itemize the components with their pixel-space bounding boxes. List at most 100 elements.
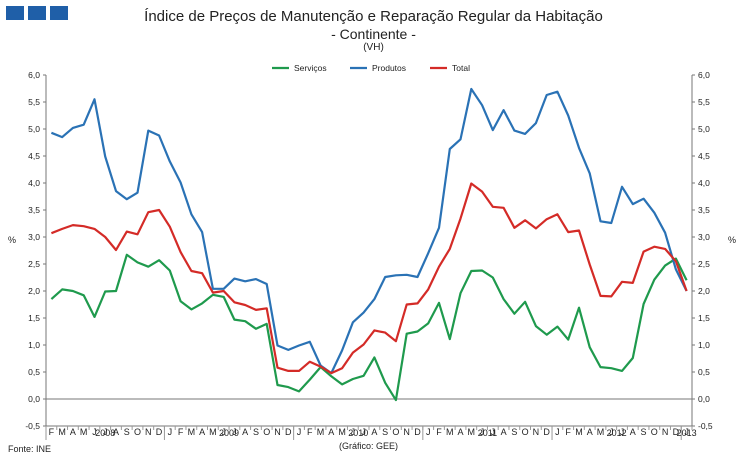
x-month-label: J — [491, 427, 496, 437]
y-tick-label-left: 5,0 — [28, 124, 40, 134]
logo-icon — [6, 6, 68, 20]
y-tick-label-right: 0,0 — [698, 394, 710, 404]
y-tick-label-left: 5,5 — [28, 97, 40, 107]
x-month-label: D — [285, 427, 292, 437]
x-month-label: S — [124, 427, 130, 437]
y-tick-label-left: 4,5 — [28, 151, 40, 161]
x-month-label: D — [156, 427, 163, 437]
x-month-label: F — [436, 427, 442, 437]
x-month-label: N — [662, 427, 669, 437]
y-tick-label-right: 2,5 — [698, 259, 710, 269]
legend-label: Total — [452, 63, 470, 73]
x-month-label: J — [426, 427, 431, 437]
y-tick-label-right: 5,0 — [698, 124, 710, 134]
x-month-label: A — [371, 427, 377, 437]
x-month-label: A — [113, 427, 119, 437]
x-month-label: M — [188, 427, 196, 437]
y-tick-label-right: 3,5 — [698, 205, 710, 215]
x-year-label: 2009 — [219, 428, 239, 438]
x-month-label: N — [533, 427, 540, 437]
x-month-label: M — [597, 427, 605, 437]
x-month-label: S — [641, 427, 647, 437]
x-month-label: J — [620, 427, 625, 437]
x-month-label: D — [543, 427, 550, 437]
x-month-label: F — [178, 427, 184, 437]
legend-label: Serviços — [294, 63, 327, 73]
y-tick-label-left: 2,5 — [28, 259, 40, 269]
x-month-label: J — [609, 427, 614, 437]
y-tick-label-right: 0,5 — [698, 367, 710, 377]
x-month-label: J — [351, 427, 356, 437]
x-month-label: A — [199, 427, 205, 437]
chart-title: Índice de Preços de Manutenção e Reparaç… — [144, 8, 603, 25]
chart-subtitle: - Continente - — [331, 26, 416, 42]
x-month-label: S — [511, 427, 517, 437]
series-line-produtos — [50, 87, 688, 375]
y-tick-label-right: 1,0 — [698, 340, 710, 350]
x-month-label: O — [651, 427, 658, 437]
x-month-label: J — [168, 427, 173, 437]
x-month-label: J — [361, 427, 366, 437]
x-month-label: O — [522, 427, 529, 437]
x-month-label: A — [242, 427, 248, 437]
x-month-label: M — [317, 427, 325, 437]
credit-note: (Gráfico: GEE) — [339, 441, 399, 451]
x-month-label: J — [684, 427, 689, 437]
x-month-label: O — [134, 427, 141, 437]
x-year-label: 2011 — [478, 428, 497, 438]
x-month-label: A — [501, 427, 507, 437]
y-tick-label-left: 1,5 — [28, 313, 40, 323]
x-month-label: F — [49, 427, 55, 437]
y-axis-label-left: % — [8, 235, 16, 245]
x-month-label: D — [673, 427, 680, 437]
x-month-label: M — [575, 427, 583, 437]
y-tick-label-right: 2,0 — [698, 286, 710, 296]
x-month-label: S — [253, 427, 259, 437]
x-month-label: M — [80, 427, 88, 437]
x-month-label: N — [274, 427, 281, 437]
x-month-label: J — [555, 427, 560, 437]
y-tick-label-left: 2,0 — [28, 286, 40, 296]
y-tick-label-left: 3,0 — [28, 232, 40, 242]
x-month-label: J — [103, 427, 108, 437]
x-month-label: J — [480, 427, 485, 437]
x-month-label: J — [297, 427, 302, 437]
series-line-total — [50, 182, 688, 375]
y-tick-label-right: 6,0 — [698, 70, 710, 80]
x-month-label: N — [145, 427, 152, 437]
y-tick-label-left: 0,5 — [28, 367, 40, 377]
series-line-serviços — [50, 253, 688, 402]
x-year-label: 2008 — [95, 428, 115, 438]
x-year-label: 2010 — [348, 428, 368, 438]
x-month-label: J — [92, 427, 97, 437]
x-month-label: O — [392, 427, 399, 437]
x-month-label: S — [382, 427, 388, 437]
x-month-label: M — [446, 427, 454, 437]
x-month-label: D — [414, 427, 421, 437]
y-tick-label-left: 1,0 — [28, 340, 40, 350]
x-month-label: J — [232, 427, 237, 437]
y-tick-label-right: 3,0 — [698, 232, 710, 242]
x-month-label: M — [58, 427, 66, 437]
y-tick-label-right: 5,5 — [698, 97, 710, 107]
x-month-label: M — [209, 427, 217, 437]
x-month-label: N — [403, 427, 410, 437]
x-year-label: 2012 — [607, 428, 627, 438]
x-month-label: A — [630, 427, 636, 437]
x-month-label: A — [587, 427, 593, 437]
x-month-label: O — [263, 427, 270, 437]
y-tick-label-right: 1,5 — [698, 313, 710, 323]
legend-label: Produtos — [372, 63, 406, 73]
y-tick-label-right: -0,5 — [698, 421, 713, 431]
x-month-label: M — [338, 427, 346, 437]
y-tick-label-left: -0,5 — [25, 421, 40, 431]
y-axis-label-right: % — [728, 235, 736, 245]
y-tick-label-right: 4,5 — [698, 151, 710, 161]
y-tick-label-left: 0,0 — [28, 394, 40, 404]
x-month-label: A — [70, 427, 76, 437]
x-month-label: F — [565, 427, 571, 437]
y-tick-label-right: 4,0 — [698, 178, 710, 188]
source-note: Fonte: INE — [8, 444, 52, 454]
y-tick-label-left: 3,5 — [28, 205, 40, 215]
